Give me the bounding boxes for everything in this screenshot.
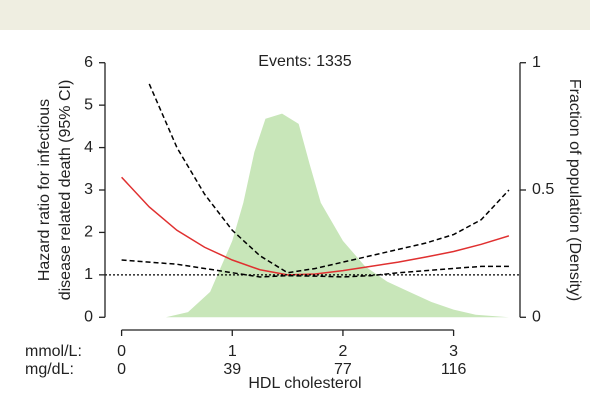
x-tick-label: 0 [117, 343, 126, 360]
density-area [165, 113, 509, 318]
ci-line [148, 83, 510, 274]
header-band [0, 0, 590, 30]
secondary-x-unit-label: mg/dL: [25, 361, 74, 378]
ci-line [121, 259, 509, 278]
secondary-x-tick-label: 39 [223, 361, 241, 378]
y-tick-label: 0 [84, 308, 93, 325]
y-tick-label: 2 [84, 224, 93, 241]
y2-tick-label: 0 [532, 308, 541, 325]
secondary-x-tick-label: 77 [334, 361, 352, 378]
y2-axis-title: Fraction of population (Density) [566, 79, 583, 301]
secondary-x-tick-label: 116 [441, 361, 467, 378]
y-tick-label: 4 [84, 139, 93, 156]
y-axis-title: disease related death (95% CI) [57, 80, 74, 301]
x-axis-title: HDL cholesterol [248, 375, 361, 392]
y2-tick-label: 0.5 [532, 181, 554, 198]
x-tick-label: 1 [228, 343, 237, 360]
hazard-line [121, 176, 510, 276]
y-tick-label: 5 [84, 96, 93, 113]
secondary-x-tick-label: 0 [117, 361, 126, 378]
x-unit-label: mmol/L: [25, 343, 82, 360]
annotation: Events: 1335 [258, 53, 352, 70]
y-tick-label: 6 [84, 54, 93, 71]
x-tick-label: 3 [449, 343, 458, 360]
y-tick-label: 1 [84, 266, 93, 283]
y-axis-title: Hazard ratio for infectious [36, 99, 53, 281]
y2-tick-label: 1 [532, 54, 541, 71]
x-tick-label: 2 [338, 343, 347, 360]
y-tick-label: 3 [84, 181, 93, 198]
